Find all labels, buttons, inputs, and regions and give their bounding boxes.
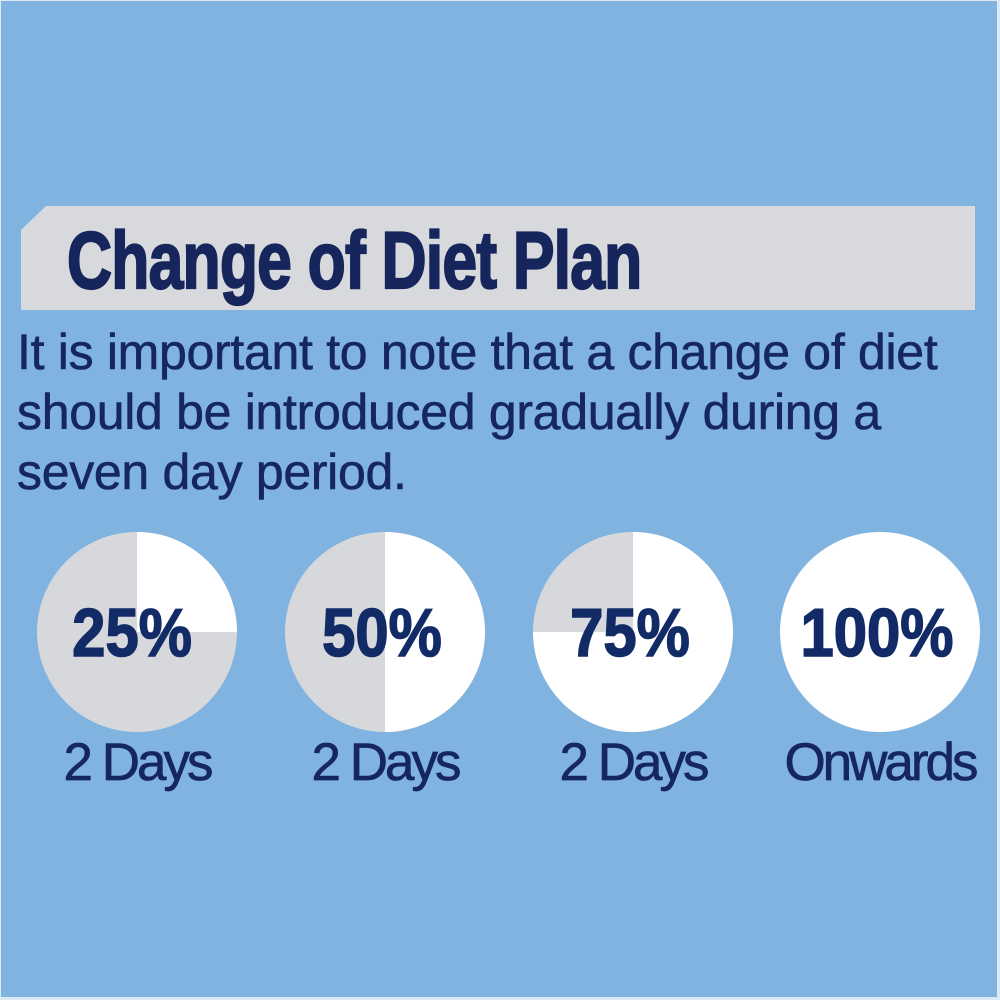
svg-text:75%: 75% [570,594,690,670]
svg-text:50%: 50% [322,594,442,670]
svg-text:100%: 100% [800,594,953,670]
svg-text:25%: 25% [72,594,192,670]
